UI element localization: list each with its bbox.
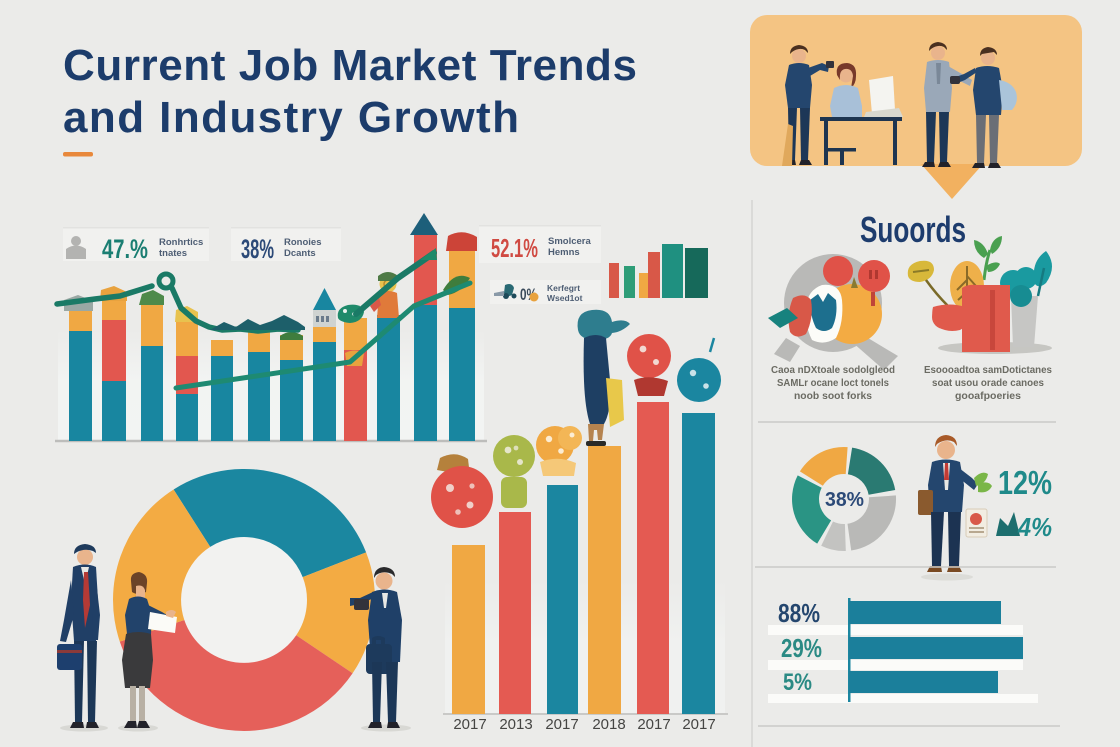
svg-text:soat usou orade canoes: soat usou orade canoes bbox=[932, 378, 1044, 389]
svg-text:4%: 4% bbox=[1017, 512, 1052, 542]
svg-text:gooafpoeries: gooafpoeries bbox=[955, 391, 1021, 402]
svg-text:2017: 2017 bbox=[682, 716, 715, 733]
svg-text:Ronhrtics: Ronhrtics bbox=[159, 237, 203, 248]
svg-text:Dcants: Dcants bbox=[284, 248, 316, 259]
svg-text:2017: 2017 bbox=[545, 716, 578, 733]
svg-text:tnates: tnates bbox=[159, 248, 187, 259]
svg-text:5%: 5% bbox=[783, 669, 812, 696]
svg-text:47.%: 47.% bbox=[102, 234, 148, 264]
svg-text:88%: 88% bbox=[778, 598, 820, 628]
svg-text:noob soot forks: noob soot forks bbox=[794, 391, 872, 402]
svg-text:Caoa nDXtoale sodolgleod: Caoa nDXtoale sodolgleod bbox=[771, 365, 895, 376]
svg-text:Wsed1ot: Wsed1ot bbox=[547, 293, 583, 303]
svg-text:SAMLr ocane loct tonels: SAMLr ocane loct tonels bbox=[777, 378, 889, 389]
svg-text:Current Job Market Trends: Current Job Market Trends bbox=[63, 41, 637, 90]
svg-text:52.1%: 52.1% bbox=[491, 233, 538, 263]
svg-text:Ronoies: Ronoies bbox=[284, 237, 321, 248]
svg-text:2013: 2013 bbox=[499, 716, 532, 733]
svg-text:Smolcera: Smolcera bbox=[548, 236, 591, 247]
svg-text:Kerfegrt: Kerfegrt bbox=[547, 283, 580, 293]
svg-text:38%: 38% bbox=[241, 234, 274, 264]
svg-text:12%: 12% bbox=[998, 464, 1052, 501]
svg-text:Hemns: Hemns bbox=[548, 247, 580, 258]
svg-text:2017: 2017 bbox=[453, 716, 486, 733]
svg-text:2018: 2018 bbox=[592, 716, 625, 733]
svg-text:29%: 29% bbox=[781, 633, 822, 663]
svg-text:38%: 38% bbox=[825, 489, 864, 511]
svg-text:and Industry Growth: and Industry Growth bbox=[63, 93, 519, 142]
svg-text:Suoords: Suoords bbox=[860, 209, 966, 250]
svg-text:Esoooadtoa samDotictanes: Esoooadtoa samDotictanes bbox=[924, 365, 1052, 376]
svg-text:2017: 2017 bbox=[637, 716, 670, 733]
